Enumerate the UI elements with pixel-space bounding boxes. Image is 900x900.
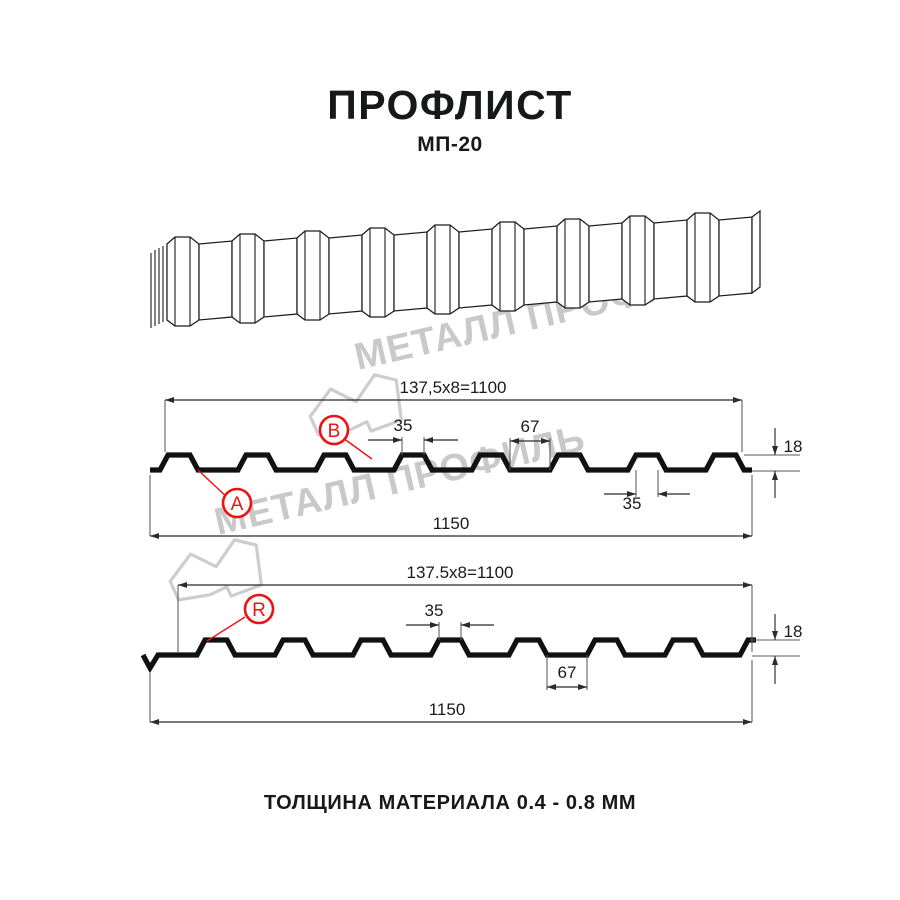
dim-rib-bottom-label: 35: [425, 601, 444, 620]
dim-bottom-width: 1150: [149, 475, 753, 539]
profile-outline-bottom: [140, 637, 756, 674]
dim-rib-bottom: 35: [406, 601, 494, 640]
dim-height-bottom: 18: [750, 614, 802, 684]
dim-top-width: 137,5x8=1100: [164, 378, 743, 452]
marker-a-label: A: [231, 494, 244, 515]
watermark-text: МЕТАЛЛ ПРОФИЛЬ: [211, 418, 590, 544]
dim-valley-bottom-label: 67: [558, 663, 577, 682]
marker-r-circle: [243, 593, 275, 625]
marker-b: B: [318, 414, 373, 460]
dim-rib-left: 35: [368, 416, 458, 455]
dim-rib-left-label: 35: [394, 416, 413, 435]
dim-top-width-bottom: 137.5x8=1100: [177, 563, 753, 652]
marker-r: R: [206, 593, 275, 642]
marker-a-circle: [221, 487, 253, 519]
dim-rib-right: 35: [604, 470, 690, 513]
iso-left-edge: [150, 244, 168, 328]
dim-valley-top: 67: [509, 417, 551, 470]
dim-valley-bottom: 67: [546, 655, 588, 690]
dim-height-top: 18: [744, 428, 802, 498]
dim-height-bottom-label: 18: [784, 622, 803, 641]
cross-section-bottom: 137.5x8=1100 1150 35: [140, 563, 802, 725]
dim-bottom-width-bottom-label: 1150: [429, 700, 466, 719]
material-thickness-note: ТОЛЩИНА МАТЕРИАЛА 0.4 - 0.8 ММ: [263, 792, 637, 814]
profile-outline-top: [150, 452, 752, 473]
marker-a: A: [197, 469, 253, 519]
isometric-view: [150, 209, 761, 328]
dim-top-width-label: 137,5x8=1100: [400, 378, 507, 397]
marker-b-circle: [318, 414, 350, 446]
dim-top-width-bottom-label: 137.5x8=1100: [407, 563, 514, 582]
model-subtitle: МП-20: [417, 133, 483, 156]
dim-bottom-width-label: 1150: [433, 514, 470, 533]
dim-height-top-label: 18: [784, 437, 803, 456]
page-title: ПРОФЛИСТ: [327, 82, 573, 128]
dim-rib-right-label: 35: [623, 494, 642, 513]
dim-bottom-width-bottom: 1150: [149, 660, 753, 725]
marker-b-label: B: [328, 421, 341, 442]
iso-ribs: [166, 209, 761, 327]
marker-r-label: R: [252, 600, 266, 621]
dim-valley-top-label: 67: [521, 417, 540, 436]
cross-section-top: 137,5x8=1100 1150 35: [149, 378, 802, 539]
